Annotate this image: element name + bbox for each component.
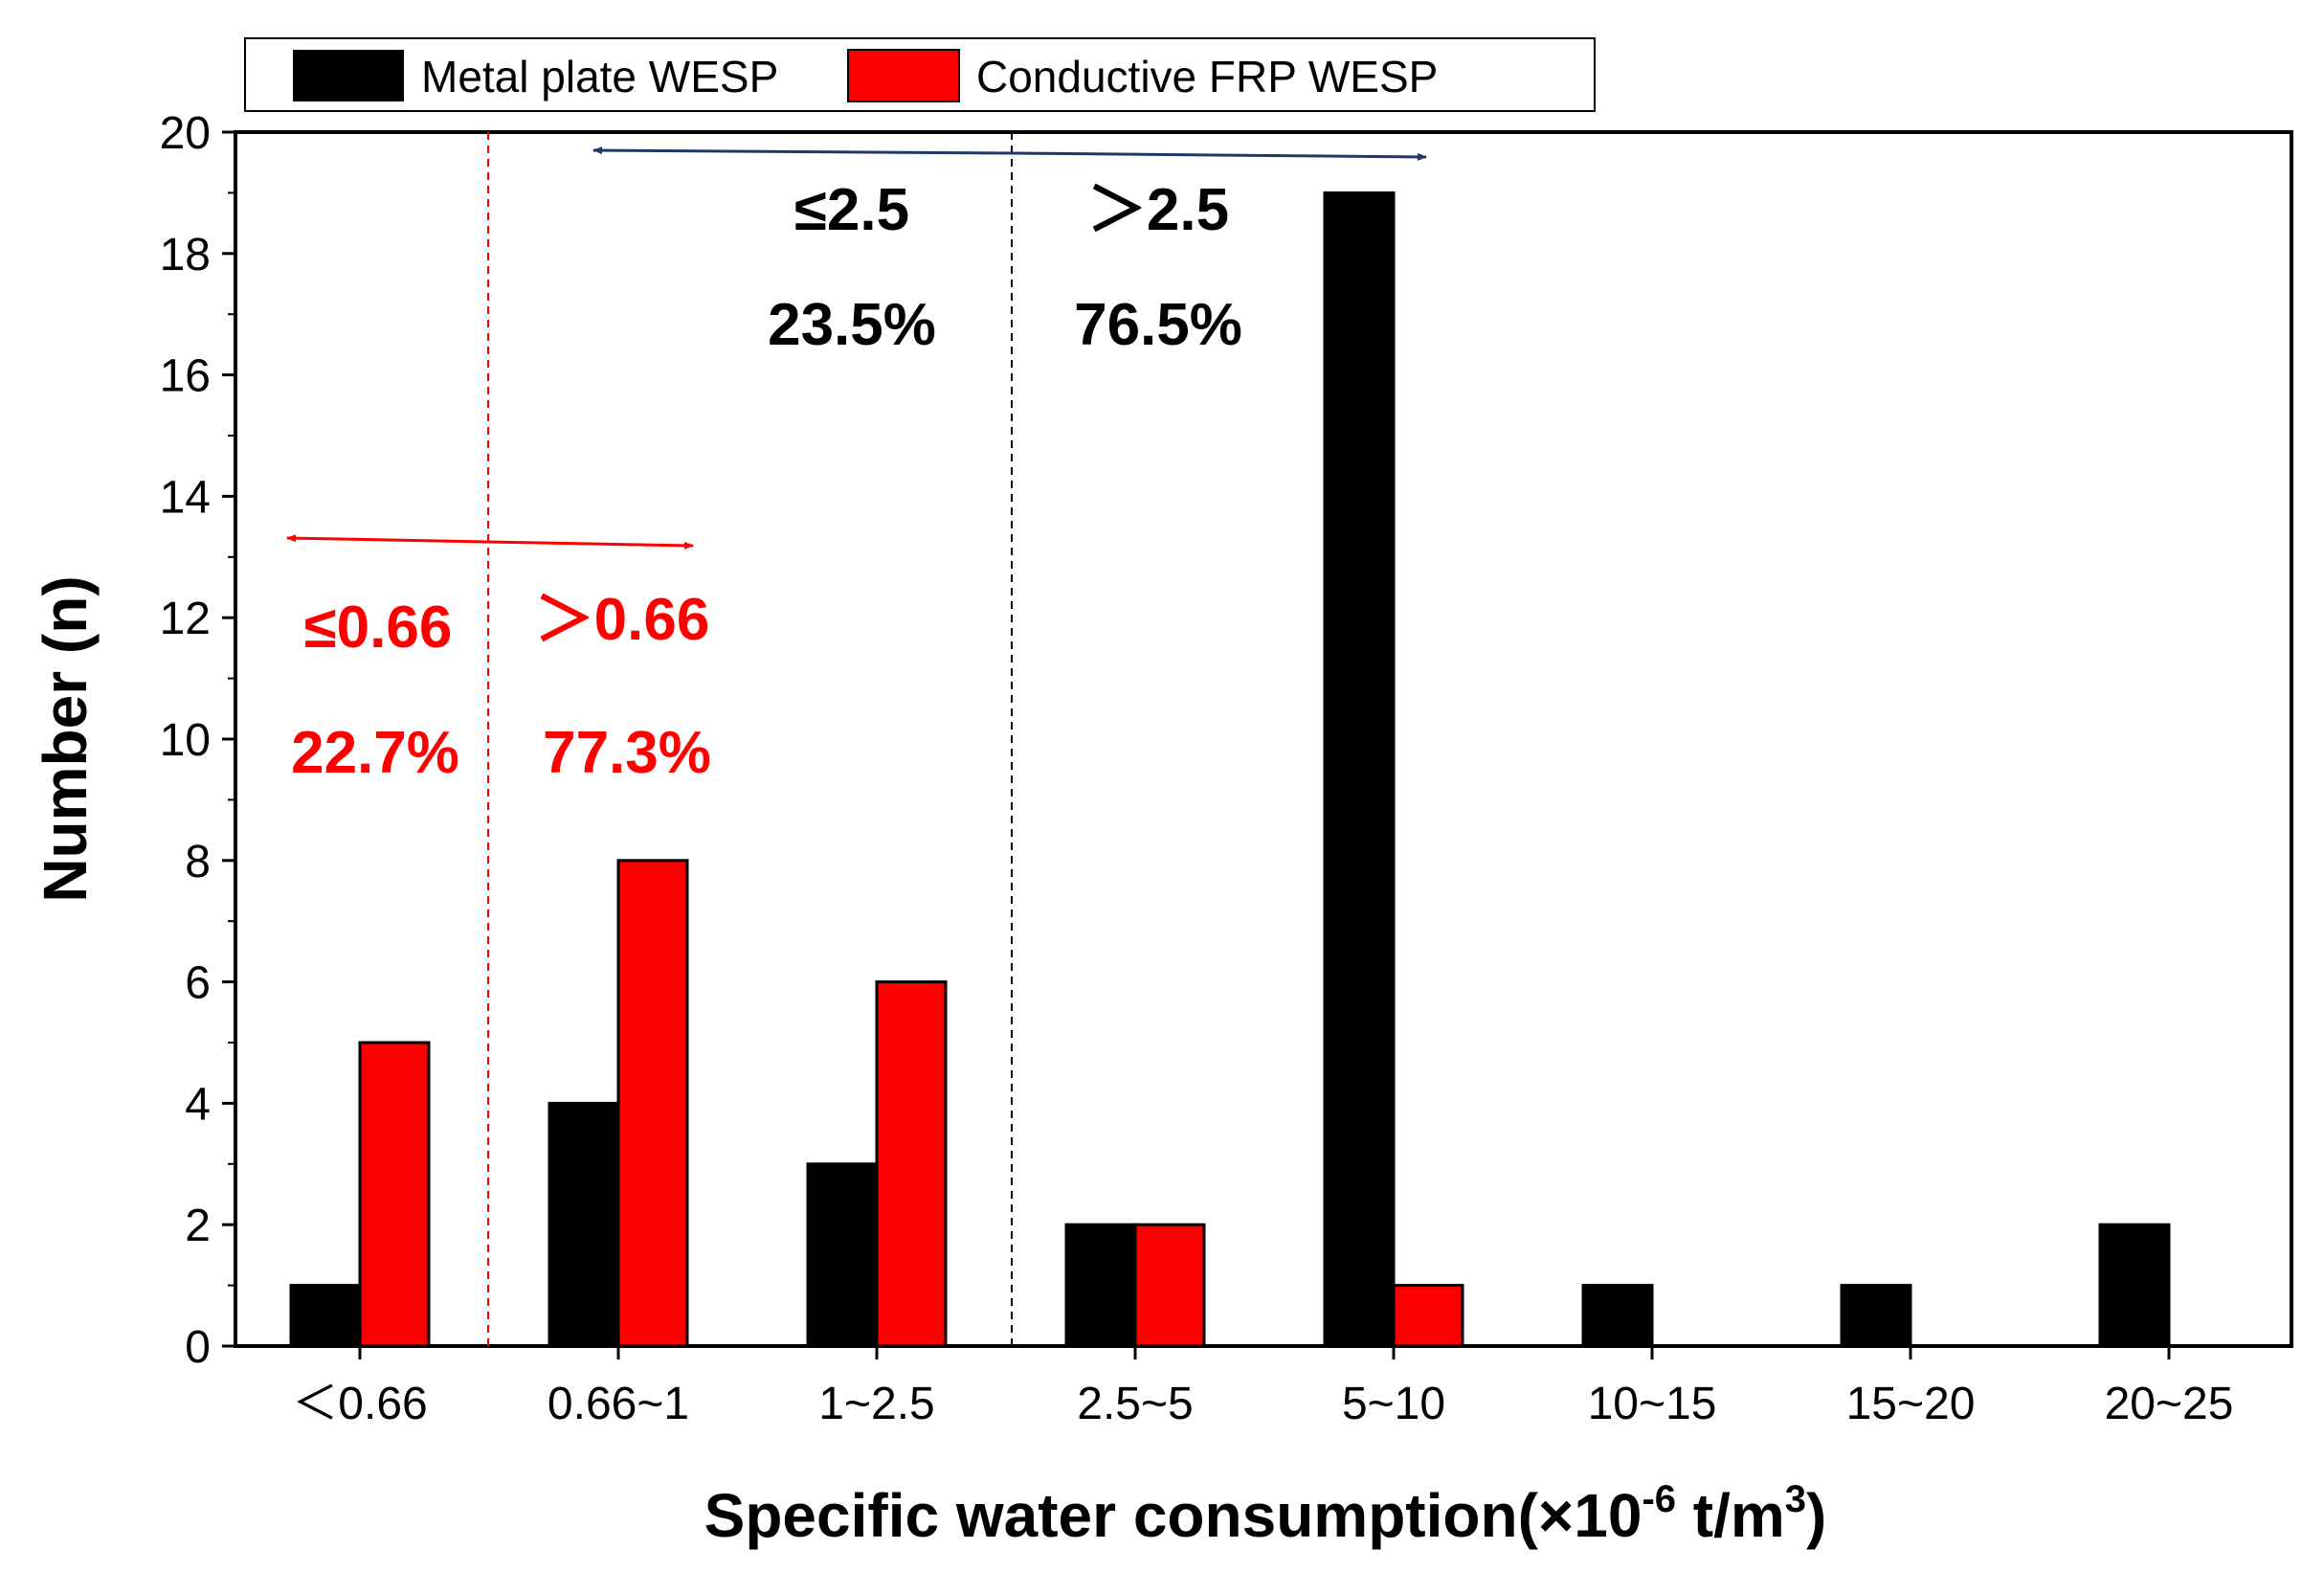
x-axis-title-sup1: -6 [1642,1478,1676,1520]
x-axis-title: Specific water consumption(×10-6 t/m3) [704,1478,1827,1550]
bar-metal-plate [547,1101,620,1348]
x-tick-label: 1~2.5 [818,1379,934,1429]
frp-right-pct: 77.3% [543,720,711,786]
metal-left-label: ≤2.5 [794,177,909,243]
y-tick-label: 18 [160,230,211,281]
legend-swatch-frp [847,49,960,102]
x-tick-label: 20~25 [2105,1379,2234,1429]
bar-metal-plate [806,1162,879,1348]
y-tick-label: 16 [160,351,211,402]
bar-metal-plate [1064,1223,1137,1348]
bar-conductive-frp [875,980,948,1348]
metal-right-pct: 76.5% [1074,292,1242,358]
y-tick-label: 12 [160,594,211,644]
x-axis: ＜0.66 0.66~1 1~2.5 2.5~5 5~10 10~15 15~20 20~25 [292,1346,2233,1429]
metal-left-pct: 23.5% [768,292,936,358]
x-axis-title-end: ) [1806,1481,1826,1550]
y-tick-label: 8 [185,837,211,887]
bar-conductive-frp [1133,1223,1206,1348]
metal-right-arrow [1011,151,1427,161]
y-axis: 0 2 4 6 8 10 12 14 16 18 20 [160,108,235,1373]
frp-split-annotation: ≤0.66 22.7% ＞0.66 77.3% [286,534,711,786]
y-tick-label: 2 [185,1201,211,1251]
frp-right-label: ＞0.66 [535,587,710,653]
y-tick-label: 10 [160,715,211,766]
legend-label-metal: Metal plate WESP [421,52,778,101]
y-tick-label: 4 [185,1079,211,1130]
y-axis-title: Number (n) [31,575,100,902]
metal-right-label: ＞2.5 [1087,177,1229,243]
y-tick-label: 0 [185,1322,211,1373]
bar-conductive-frp [1392,1284,1464,1348]
x-tick-label: 5~10 [1342,1379,1445,1429]
frp-left-label: ≤0.66 [304,595,453,661]
x-tick-label: 0.66~1 [547,1379,689,1429]
legend: Metal plate WESP Conductive FRP WESP [244,37,1596,112]
y-tick-label: 14 [160,472,211,523]
x-axis-title-main: Specific water consumption(×10 [704,1481,1642,1550]
metal-left-arrow [592,146,1013,155]
bar-metal-plate [2098,1223,2171,1348]
x-axis-title-mid: t/m [1676,1481,1785,1550]
y-tick-label: 6 [185,958,211,1009]
bar-metal-plate [1581,1284,1654,1348]
x-axis-title-sup2: 3 [1785,1478,1806,1520]
y-tick-label: 20 [160,108,211,159]
x-tick-label: 2.5~5 [1077,1379,1193,1429]
bar-conductive-frp [616,859,689,1348]
x-tick-label: 15~20 [1846,1379,1976,1429]
bars-group [289,191,2171,1348]
bar-metal-plate [1840,1284,1912,1348]
bar-metal-plate [1323,191,1396,1348]
x-tick-label: ＜0.66 [292,1379,427,1429]
legend-swatch-metal [293,50,404,101]
frp-left-arrow [286,534,489,544]
bar-metal-plate [289,1284,362,1348]
bar-conductive-frp [358,1041,431,1348]
x-tick-label: 10~15 [1588,1379,1717,1429]
frp-right-arrow [487,540,694,550]
legend-label-frp: Conductive FRP WESP [976,52,1438,101]
metal-split-annotation: ≤2.5 23.5% ＞2.5 76.5% [592,146,1427,358]
frp-left-pct: 22.7% [291,720,459,786]
